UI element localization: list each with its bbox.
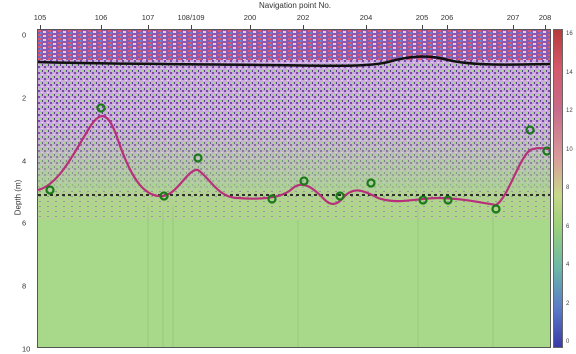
colorbar [553,29,563,348]
marker [443,195,453,205]
nav-point-label: 204 [359,13,373,22]
depth-tick-label: 2 [22,93,27,103]
colorbar-tick-label: 10 [566,146,573,153]
nav-point-label: 105 [33,13,47,22]
nav-point-label: 206 [440,13,454,22]
colorbar-tick-label: 0 [566,339,570,345]
radar-profile-plot [37,29,551,348]
nav-tick [101,25,102,29]
colorbar-tick-label: 6 [566,223,570,230]
marker [366,178,376,188]
surface-line [38,55,550,68]
depth-tick-label: 0 [22,30,27,40]
colorbar-tick-label: 2 [566,300,570,307]
marker [542,146,550,156]
colorbar-tick-label: 16 [566,31,573,37]
nav-tick [303,25,304,29]
nav-tick [191,25,192,29]
depth-axis-label: Depth (m) [13,179,23,216]
nav-point-label: 106 [94,13,108,22]
nav-tick [40,25,41,29]
colorbar-tick-label: 4 [566,262,570,268]
nav-tick [250,25,251,29]
nav-tick [513,25,514,29]
markers [45,103,550,214]
nav-tick [366,25,367,29]
depth-tick-label: 4 [22,156,27,166]
nav-point-label: 202 [296,13,310,22]
nav-tick [422,25,423,29]
marker [159,191,169,201]
colorbar-tick-label: 14 [566,69,573,76]
nav-tick [447,25,448,29]
marker [299,176,309,186]
marker [525,125,535,135]
nav-tick [148,25,149,29]
nav-point-label: 200 [243,13,257,22]
depth-tick-label: 8 [22,281,27,291]
nav-point-label: 205 [415,13,429,22]
marker [267,194,277,204]
marker [418,195,428,205]
nav-point-label: 108/109 [177,13,205,22]
surface-band [38,30,550,60]
vertical-streaks [147,205,494,347]
marker [335,191,345,201]
marker [193,153,203,163]
colorbar-tick-label: 8 [566,185,570,191]
nav-point-label: 208 [538,13,552,22]
nav-point-label: 207 [506,13,520,22]
nav-point-label: 107 [141,13,155,22]
nav-axis-title: Navigation point No. [258,1,332,10]
nav-tick [545,25,546,29]
mid-speckle [38,190,550,220]
marker [96,103,106,113]
marker [491,204,501,214]
marker [45,185,55,195]
depth-tick-label: 6 [22,218,27,228]
colorbar-tick-label: 12 [566,108,573,114]
radargram-svg [38,30,550,347]
depth-tick-label: 10 [22,344,31,354]
